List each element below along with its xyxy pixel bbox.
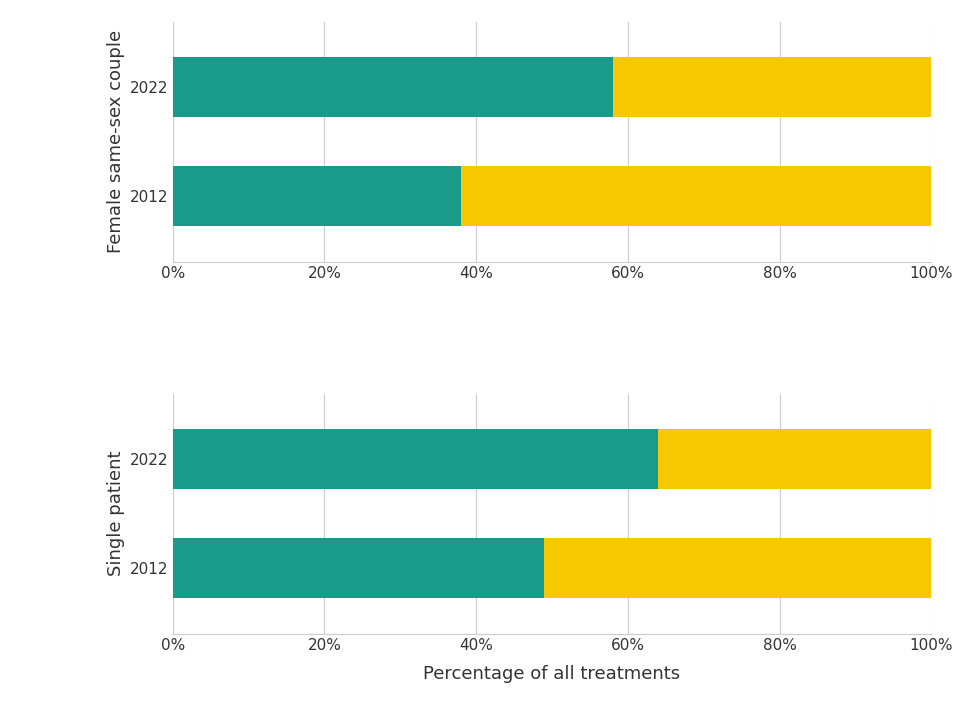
Y-axis label: Single patient: Single patient	[107, 451, 125, 576]
Bar	[461, 166, 931, 226]
Bar	[173, 57, 612, 117]
Bar	[612, 57, 931, 117]
Bar	[173, 429, 659, 489]
Bar	[544, 538, 931, 598]
Bar	[659, 429, 931, 489]
X-axis label: Percentage of all treatments: Percentage of all treatments	[423, 665, 681, 683]
Bar	[173, 166, 461, 226]
Y-axis label: Female same-sex couple: Female same-sex couple	[107, 30, 125, 253]
Bar	[173, 538, 544, 598]
